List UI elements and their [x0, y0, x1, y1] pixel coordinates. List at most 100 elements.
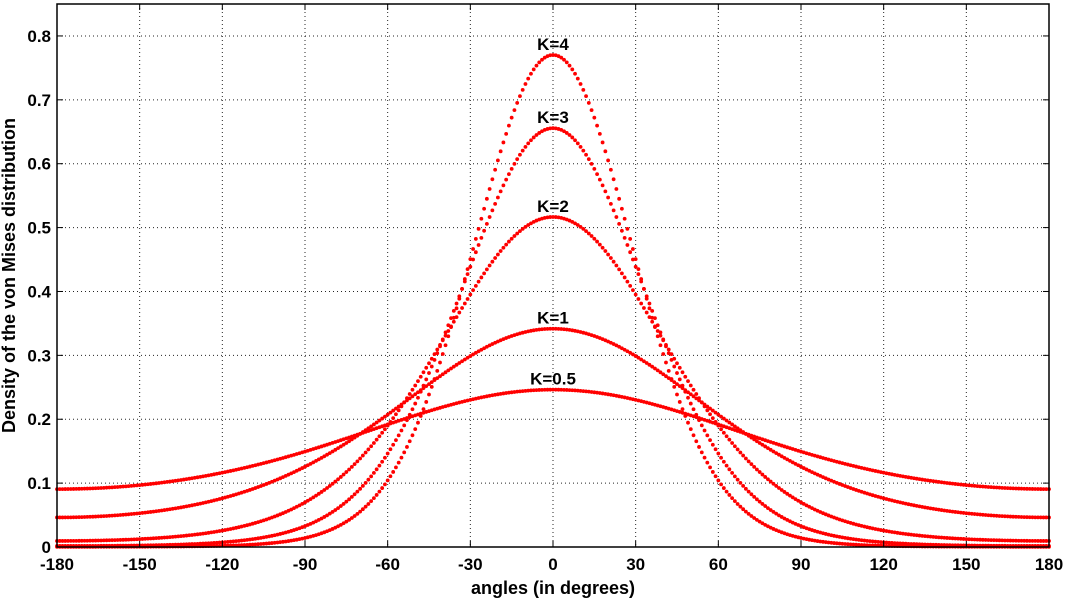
data-point — [509, 115, 514, 120]
data-point — [512, 161, 517, 166]
data-point — [945, 481, 949, 485]
data-point — [534, 63, 539, 68]
data-point — [766, 477, 770, 482]
data-point — [85, 538, 90, 543]
points-layer — [55, 53, 1051, 549]
data-point — [785, 491, 790, 496]
data-point — [170, 534, 175, 539]
series-K=1 — [55, 326, 1051, 520]
data-point — [264, 541, 269, 546]
data-point — [79, 515, 84, 519]
data-point — [341, 442, 346, 447]
data-point — [650, 308, 655, 313]
data-point — [146, 510, 150, 515]
data-point — [760, 502, 765, 506]
data-point — [724, 463, 729, 468]
data-point — [74, 487, 79, 491]
data-point — [961, 482, 966, 487]
data-point — [967, 511, 971, 516]
data-point — [358, 486, 363, 491]
data-point — [322, 515, 327, 519]
data-point — [683, 389, 688, 394]
data-point — [369, 444, 374, 449]
data-point — [686, 395, 690, 400]
data-point — [548, 215, 553, 219]
data-point — [259, 542, 263, 546]
data-point — [308, 497, 313, 502]
data-point — [203, 541, 208, 546]
data-point — [159, 535, 164, 540]
data-point — [730, 441, 735, 445]
data-point — [551, 387, 555, 392]
data-point — [741, 507, 746, 512]
data-point — [614, 187, 619, 191]
data-point — [534, 133, 539, 137]
data-point — [997, 485, 1002, 490]
data-point — [223, 540, 227, 545]
data-point — [551, 126, 555, 131]
data-point — [347, 439, 351, 444]
data-point — [336, 446, 340, 451]
data-point — [523, 144, 528, 149]
data-point — [363, 480, 368, 485]
data-point — [374, 493, 379, 497]
data-point — [515, 389, 520, 394]
data-point — [278, 540, 283, 545]
data-point — [451, 315, 456, 320]
data-point — [991, 513, 996, 518]
data-point — [454, 301, 459, 306]
data-point — [705, 408, 710, 413]
data-point — [633, 257, 638, 261]
data-point — [57, 539, 62, 543]
data-point — [920, 533, 925, 538]
data-point — [597, 131, 602, 136]
data-point — [451, 308, 456, 313]
data-point — [856, 537, 861, 542]
data-point — [713, 410, 718, 415]
data-point — [757, 441, 762, 445]
data-point — [688, 401, 693, 406]
data-point — [686, 420, 690, 425]
data-point — [512, 234, 517, 238]
data-point — [556, 387, 561, 392]
data-point — [1036, 515, 1040, 520]
data-point — [377, 463, 382, 468]
data-point — [424, 400, 429, 404]
data-point — [705, 404, 710, 409]
data-point — [371, 471, 376, 475]
data-point — [639, 301, 644, 306]
data-point — [589, 234, 594, 238]
curve-label: K=2 — [537, 197, 569, 216]
data-point — [176, 534, 181, 539]
data-point — [983, 513, 988, 517]
x-tick-label: 150 — [952, 555, 980, 574]
data-point — [1011, 486, 1016, 491]
data-point — [217, 540, 222, 545]
data-point — [573, 388, 577, 393]
data-point — [589, 161, 594, 166]
data-point — [969, 483, 974, 488]
data-point — [743, 432, 748, 436]
data-point — [1027, 515, 1032, 520]
data-point — [399, 404, 404, 409]
data-point — [1033, 515, 1038, 520]
data-point — [1014, 538, 1018, 543]
data-point — [476, 226, 481, 231]
data-point — [876, 540, 881, 544]
data-point — [330, 449, 335, 454]
data-point — [664, 374, 668, 379]
data-point — [755, 517, 759, 522]
data-point — [666, 347, 671, 352]
data-point — [347, 517, 351, 522]
data-point — [501, 140, 506, 145]
data-point — [347, 467, 351, 472]
data-point — [118, 538, 123, 542]
data-point — [85, 515, 90, 519]
data-point — [529, 138, 533, 143]
data-point — [531, 135, 536, 140]
data-point — [380, 459, 385, 464]
data-point — [413, 427, 418, 432]
data-point — [157, 481, 161, 485]
data-point — [697, 445, 701, 449]
data-point — [344, 519, 349, 524]
